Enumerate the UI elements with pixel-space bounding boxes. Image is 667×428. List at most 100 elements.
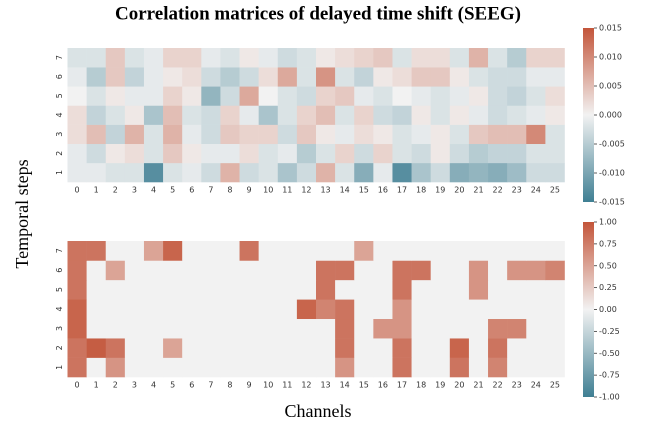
heatmap-cell: [449, 338, 470, 358]
heatmap-cell: [373, 143, 393, 164]
heatmap-cell: [335, 241, 355, 261]
x-tick-label: 19: [435, 381, 445, 390]
heatmap-cell: [296, 279, 317, 300]
heatmap-cell: [67, 279, 87, 300]
heatmap-cell: [507, 124, 527, 145]
colorbar-tick-label: 0.015: [599, 24, 622, 33]
heatmap-cell: [507, 67, 527, 87]
heatmap-cell: [258, 124, 279, 145]
heatmap-cell: [163, 338, 183, 358]
heatmap-cell: [124, 143, 145, 164]
x-tick-label: 21: [473, 381, 483, 390]
heatmap-cell: [277, 299, 298, 320]
heatmap-cell: [316, 318, 336, 339]
heatmap-cell: [239, 124, 259, 145]
heatmap-cell: [67, 124, 87, 145]
y-tick-label: 5: [55, 287, 64, 292]
heatmap-cell: [488, 279, 508, 300]
heatmap-cell: [392, 162, 412, 183]
heatmap-cell: [354, 279, 374, 300]
heatmap-cell: [258, 260, 279, 281]
heatmap-cell: [468, 338, 489, 358]
heatmap-cell: [335, 162, 355, 183]
heatmap-cell: [163, 357, 183, 378]
heatmap-cell: [296, 338, 317, 358]
heatmap-cell: [201, 318, 221, 339]
heatmap-cell: [239, 260, 259, 281]
heatmap-cell: [335, 143, 355, 164]
heatmap-cell: [105, 143, 126, 164]
heatmap-cell: [239, 241, 259, 261]
heatmap-cell: [124, 105, 145, 125]
colorbar-tick-label: 0.010: [599, 53, 622, 62]
heatmap-cell: [545, 318, 565, 339]
heatmap-cell: [392, 338, 412, 358]
heatmap-cell: [220, 260, 240, 281]
heatmap-cell: [449, 48, 470, 68]
heatmap-cell: [468, 105, 489, 125]
heatmap-cell: [143, 124, 164, 145]
heatmap-cell: [67, 318, 87, 339]
heatmap-cell: [449, 143, 470, 164]
heatmap-cell: [105, 241, 126, 261]
heatmap-cell: [449, 124, 470, 145]
figure-title: Correlation matrices of delayed time shi…: [115, 3, 521, 24]
x-tick-label: 0: [75, 186, 80, 195]
heatmap-cell: [488, 357, 508, 378]
heatmap-cell: [468, 67, 489, 87]
heatmap-cell: [430, 260, 451, 281]
heatmap-cell: [526, 279, 546, 300]
x-tick-label: 16: [378, 381, 388, 390]
heatmap-cell: [105, 260, 126, 281]
heatmap-cell: [105, 279, 126, 300]
x-tick-label: 19: [435, 186, 445, 195]
x-tick-label: 13: [320, 381, 330, 390]
heatmap-cell: [163, 260, 183, 281]
heatmap-cell: [316, 48, 336, 68]
heatmap-cell: [411, 124, 431, 145]
heatmap-cell: [335, 279, 355, 300]
heatmap-cell: [411, 260, 431, 281]
heatmap-cell: [182, 260, 202, 281]
heatmap-cell: [468, 299, 489, 320]
heatmap-cell: [124, 299, 145, 320]
x-tick-label: 11: [282, 381, 292, 390]
heatmap-cell: [67, 299, 87, 320]
heatmap-cell: [507, 299, 527, 320]
heatmap-cell: [143, 105, 164, 125]
heatmap-cell: [335, 105, 355, 125]
heatmap-cell: [335, 357, 355, 378]
heatmap-cell: [373, 299, 393, 320]
heatmap-cell: [239, 143, 259, 164]
colorbar-tick-label: 0.25: [599, 283, 617, 292]
heatmap-cell: [373, 105, 393, 125]
colorbar-tick-label: -0.50: [599, 349, 620, 358]
heatmap-cell: [373, 124, 393, 145]
heatmap-cell: [182, 67, 202, 87]
x-tick-label: 22: [493, 186, 503, 195]
heatmap-cell: [143, 260, 164, 281]
heatmap-cell: [335, 48, 355, 68]
heatmap-cell: [201, 105, 221, 125]
heatmap-cell: [526, 124, 546, 145]
heatmap-cell: [449, 105, 470, 125]
heatmap-cell: [163, 143, 183, 164]
heatmap-cell: [468, 357, 489, 378]
heatmap-cell: [258, 48, 279, 68]
heatmap-cell: [526, 318, 546, 339]
heatmap-cell: [201, 162, 221, 183]
heatmap-cell: [468, 241, 489, 261]
heatmap-cell: [354, 357, 374, 378]
heatmap-cell: [143, 318, 164, 339]
y-axis-title: Temporal steps: [12, 159, 32, 268]
heatmap-cell: [163, 279, 183, 300]
heatmap-cell: [239, 357, 259, 378]
heatmap-cell: [545, 357, 565, 378]
heatmap-cell: [354, 143, 374, 164]
x-tick-label: 12: [301, 381, 311, 390]
heatmap-cell: [124, 124, 145, 145]
colorbar-tick-label: -0.015: [599, 198, 625, 207]
heatmap-cell: [507, 86, 527, 106]
heatmap-cell: [220, 48, 240, 68]
heatmap-cell: [468, 48, 489, 68]
